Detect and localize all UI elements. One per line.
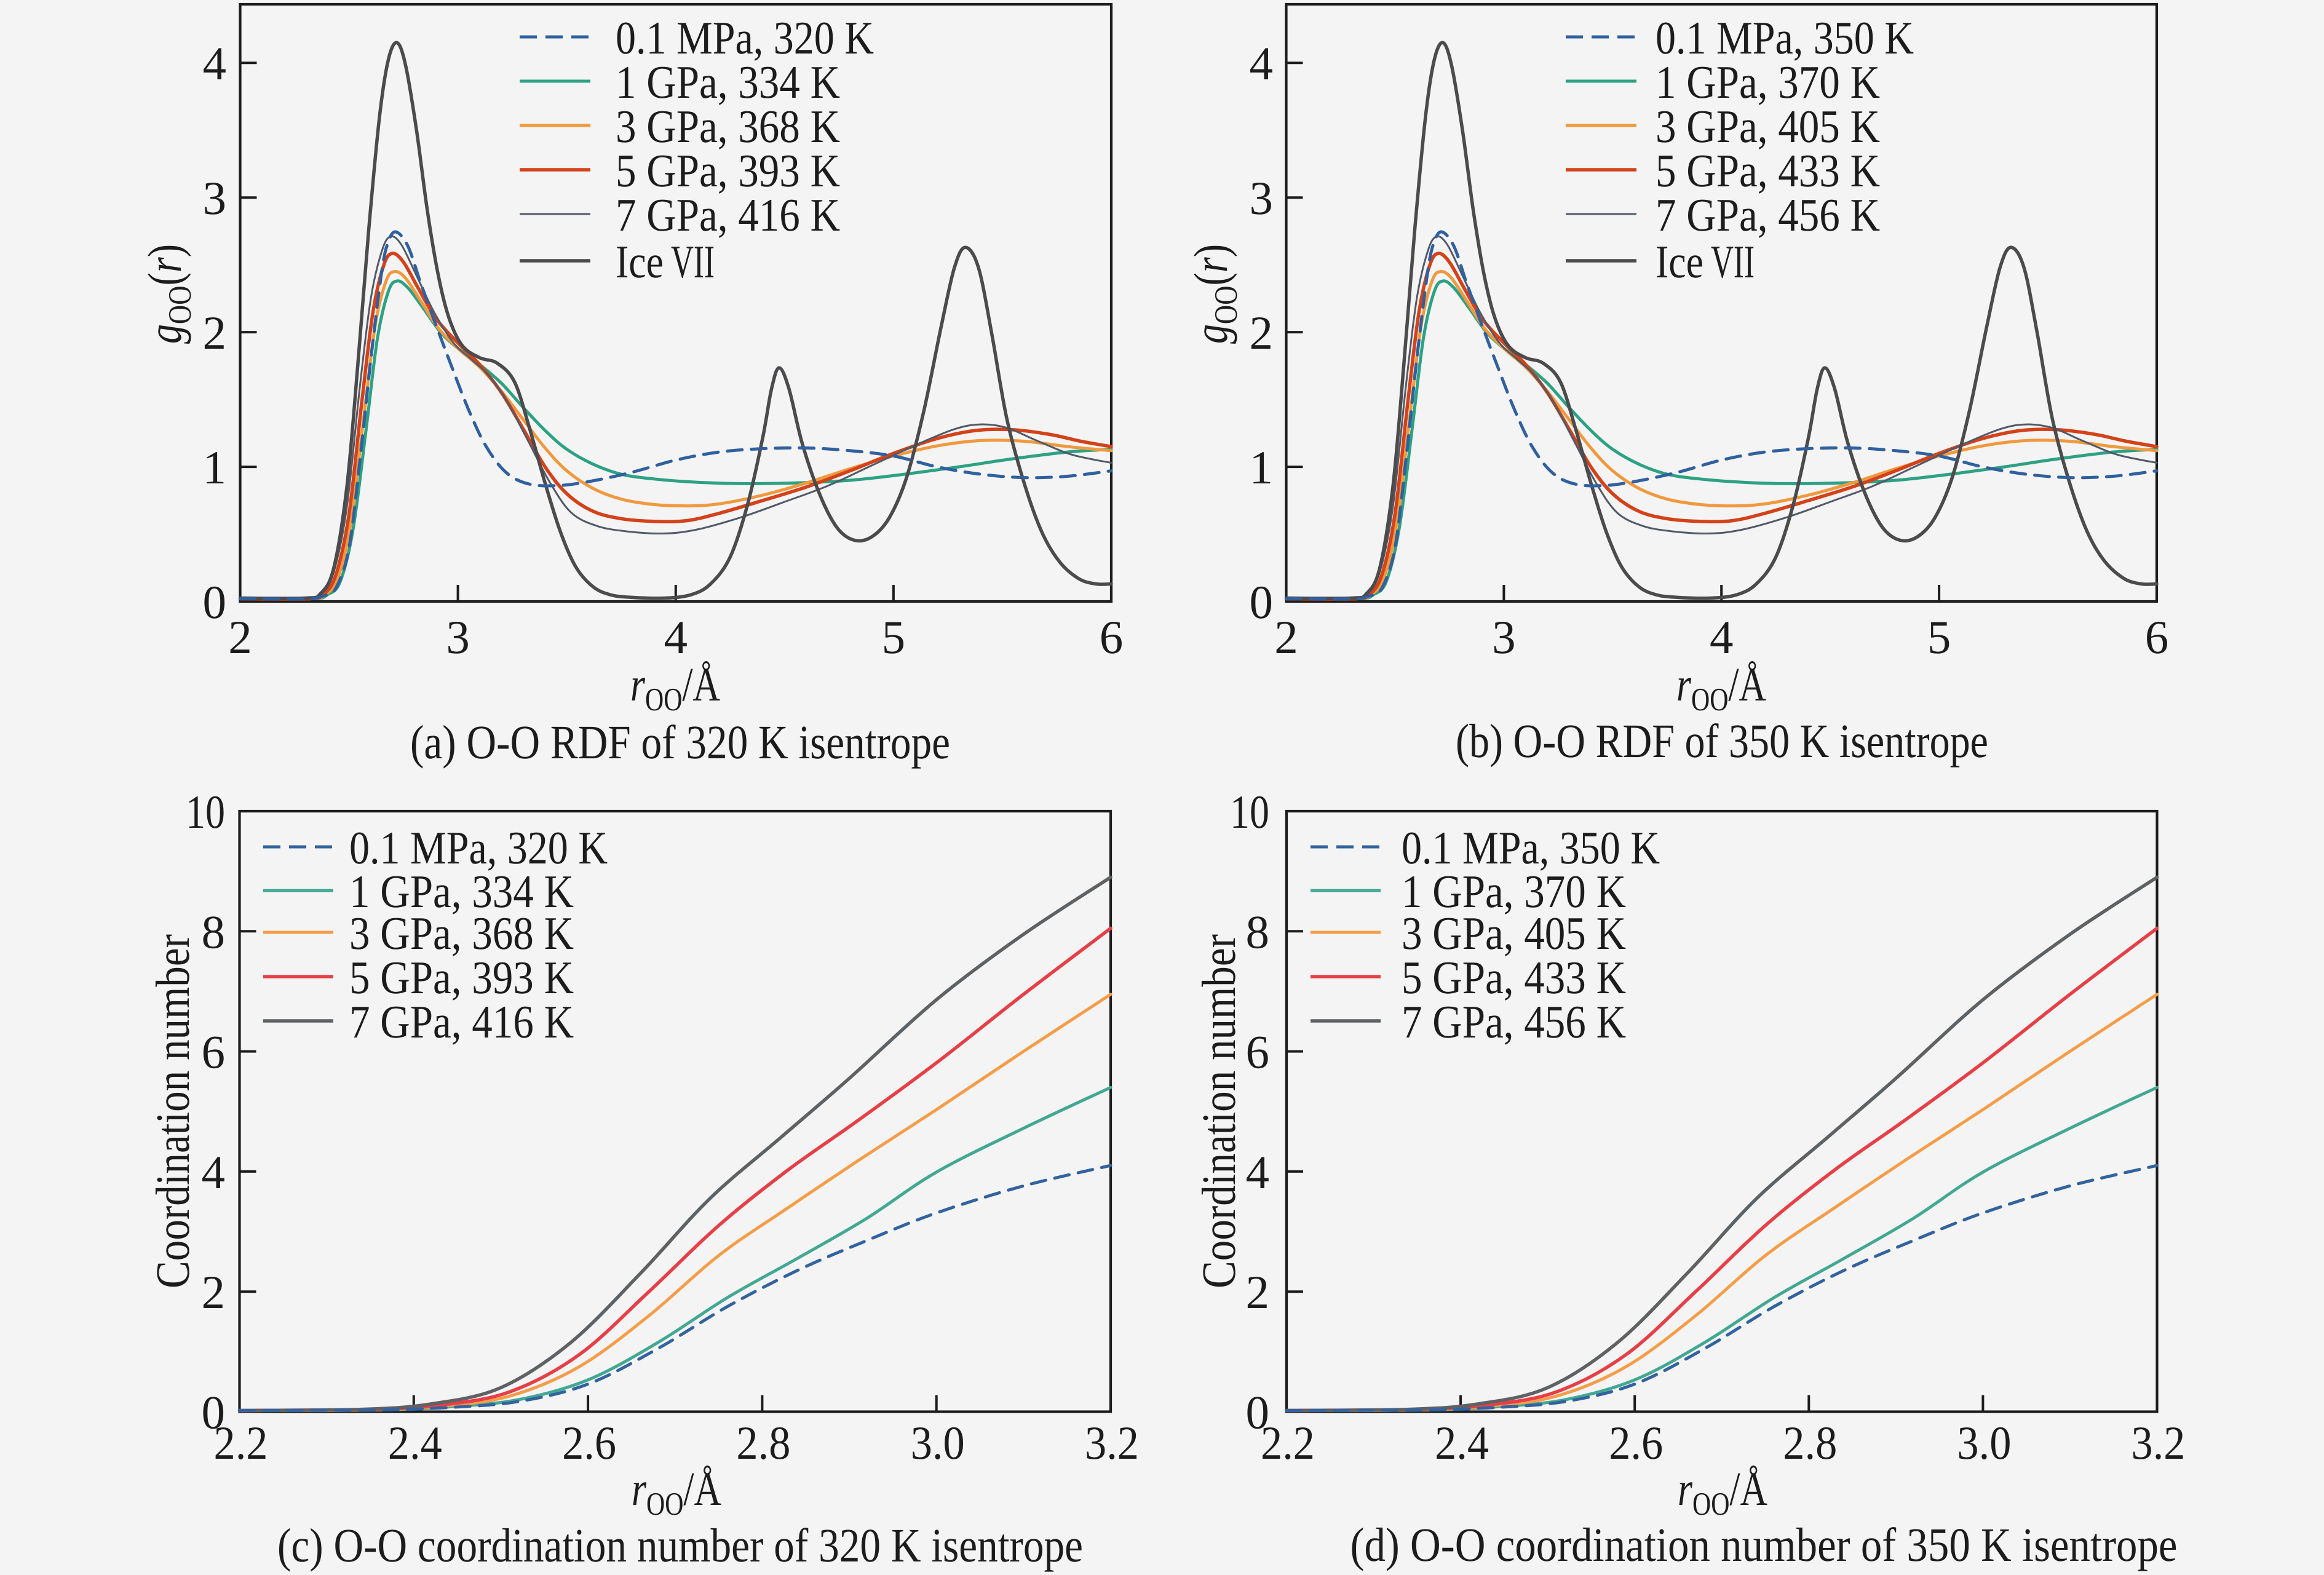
svg-text:2.4: 2.4 (388, 1416, 442, 1469)
svg-text:(c) O-O coordination number of: (c) O-O coordination number of 320 K ise… (277, 1518, 1083, 1572)
svg-text:VII: VII (1711, 236, 1755, 288)
svg-text:2.2: 2.2 (214, 1416, 268, 1469)
svg-text:3.2: 3.2 (1085, 1416, 1139, 1469)
svg-text:7 GPa, 416 K: 7 GPa, 416 K (616, 189, 840, 241)
svg-text:3 GPa, 405 K: 3 GPa, 405 K (1656, 101, 1880, 153)
svg-text:0: 0 (203, 576, 227, 629)
svg-text:Ice: Ice (616, 236, 664, 288)
svg-text:3 GPa, 368 K: 3 GPa, 368 K (349, 908, 574, 959)
svg-text:VII: VII (671, 236, 715, 288)
svg-text:4: 4 (1250, 37, 1274, 90)
svg-text:0: 0 (202, 1386, 226, 1439)
svg-text:0.1 MPa, 320 K: 0.1 MPa, 320 K (349, 822, 608, 874)
svg-text:(a) O-O RDF of 320 K isentrope: (a) O-O RDF of 320 K isentrope (410, 715, 950, 769)
svg-text:6: 6 (2145, 611, 2169, 664)
svg-text:5 GPa, 393 K: 5 GPa, 393 K (616, 145, 840, 197)
svg-text:rOO/Å: rOO/Å (1676, 657, 1766, 718)
svg-text:3.0: 3.0 (1957, 1416, 2011, 1469)
svg-text:rOO/Å: rOO/Å (1678, 1462, 1767, 1522)
svg-text:0.1 MPa, 320 K: 0.1 MPa, 320 K (616, 12, 874, 64)
svg-text:4: 4 (203, 37, 227, 90)
svg-text:5 GPa, 393 K: 5 GPa, 393 K (349, 952, 574, 1004)
svg-text:3.2: 3.2 (2132, 1416, 2186, 1469)
svg-text:(b) O-O RDF of 350 K isentrope: (b) O-O RDF of 350 K isentrope (1456, 714, 1988, 768)
svg-text:2: 2 (1246, 1266, 1270, 1319)
svg-text:2.6: 2.6 (1609, 1416, 1663, 1469)
svg-text:2.2: 2.2 (1261, 1416, 1315, 1469)
svg-text:2.6: 2.6 (562, 1416, 616, 1469)
svg-text:4: 4 (202, 1146, 226, 1199)
svg-text:6: 6 (1100, 611, 1124, 664)
svg-text:0: 0 (1250, 576, 1274, 629)
svg-text:8: 8 (1246, 905, 1270, 958)
svg-text:7 GPa, 456 K: 7 GPa, 456 K (1402, 996, 1626, 1048)
svg-text:gOO(r): gOO(r) (1184, 244, 1244, 344)
svg-text:3: 3 (1492, 611, 1516, 664)
svg-text:5 GPa, 433 K: 5 GPa, 433 K (1656, 145, 1880, 197)
svg-text:Coordination number: Coordination number (1192, 934, 1245, 1288)
svg-text:3 GPa, 368 K: 3 GPa, 368 K (616, 101, 840, 153)
svg-text:rOO/Å: rOO/Å (632, 1462, 721, 1522)
svg-text:2: 2 (228, 611, 252, 664)
svg-text:2: 2 (1250, 306, 1274, 359)
svg-text:8: 8 (202, 905, 226, 958)
svg-text:rOO/Å: rOO/Å (630, 657, 720, 718)
svg-text:2.8: 2.8 (1783, 1416, 1837, 1469)
svg-text:2: 2 (203, 306, 227, 359)
svg-text:5 GPa, 433 K: 5 GPa, 433 K (1402, 952, 1626, 1004)
svg-text:1 GPa, 334 K: 1 GPa, 334 K (616, 57, 840, 108)
svg-text:2: 2 (1274, 611, 1298, 664)
svg-text:4: 4 (1710, 611, 1734, 664)
svg-text:3: 3 (203, 172, 227, 224)
svg-text:Coordination number: Coordination number (146, 934, 199, 1288)
svg-text:3: 3 (1250, 172, 1274, 224)
svg-text:2: 2 (202, 1266, 226, 1319)
svg-text:2.8: 2.8 (736, 1416, 790, 1469)
svg-text:7 GPa, 416 K: 7 GPa, 416 K (349, 996, 574, 1048)
svg-text:4: 4 (664, 611, 688, 664)
svg-text:6: 6 (202, 1026, 226, 1079)
svg-text:1 GPa, 334 K: 1 GPa, 334 K (349, 866, 574, 918)
svg-text:10: 10 (1230, 785, 1269, 838)
svg-text:1: 1 (203, 441, 227, 494)
svg-text:1 GPa, 370 K: 1 GPa, 370 K (1656, 57, 1880, 108)
svg-text:0.1 MPa, 350 K: 0.1 MPa, 350 K (1656, 12, 1914, 64)
svg-text:1: 1 (1250, 441, 1274, 494)
svg-text:3: 3 (446, 611, 470, 664)
svg-text:gOO(r): gOO(r) (138, 244, 198, 344)
svg-text:3.0: 3.0 (911, 1416, 965, 1469)
svg-text:Ice: Ice (1656, 236, 1703, 288)
svg-text:5: 5 (1927, 611, 1951, 664)
svg-text:4: 4 (1246, 1146, 1270, 1199)
svg-text:0: 0 (1246, 1386, 1270, 1439)
svg-text:10: 10 (186, 785, 225, 838)
svg-text:2.4: 2.4 (1435, 1416, 1489, 1469)
svg-text:5: 5 (882, 611, 906, 664)
svg-text:6: 6 (1246, 1026, 1270, 1079)
svg-text:7 GPa, 456 K: 7 GPa, 456 K (1656, 189, 1880, 241)
svg-text:0.1 MPa, 350 K: 0.1 MPa, 350 K (1402, 822, 1660, 874)
svg-text:3 GPa, 405 K: 3 GPa, 405 K (1402, 908, 1626, 959)
svg-text:1 GPa, 370 K: 1 GPa, 370 K (1402, 866, 1626, 918)
svg-text:(d) O-O coordination number of: (d) O-O coordination number of 350 K ise… (1350, 1518, 2178, 1571)
